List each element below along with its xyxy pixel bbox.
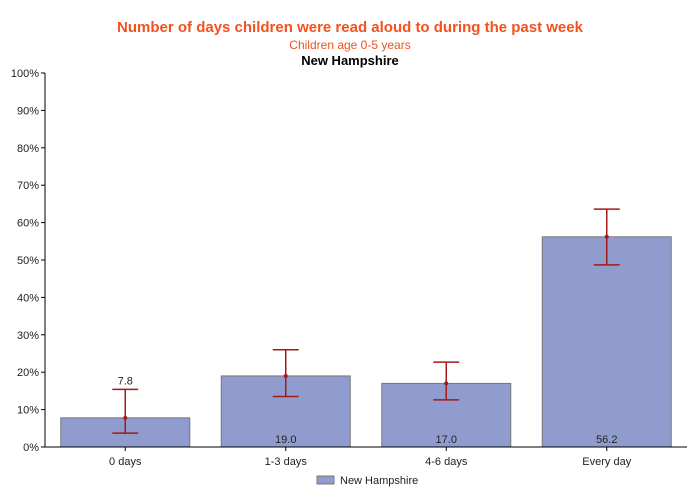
data-label: 19.0 bbox=[275, 434, 296, 446]
point-estimate bbox=[283, 373, 288, 378]
bar-every-day bbox=[541, 236, 672, 448]
x-tick-label: Every day bbox=[582, 456, 631, 468]
point-estimate bbox=[444, 381, 449, 386]
x-tick-label: 0 days bbox=[109, 456, 142, 468]
data-label: 7.8 bbox=[118, 375, 133, 387]
y-tick-label: 30% bbox=[17, 330, 39, 342]
chart-region: New Hampshire bbox=[301, 53, 399, 68]
y-tick-label: 0% bbox=[23, 442, 39, 454]
chart-title: Number of days children were read aloud … bbox=[117, 19, 583, 36]
data-label: 56.2 bbox=[596, 434, 617, 446]
y-tick-label: 40% bbox=[17, 292, 39, 304]
y-tick-label: 90% bbox=[17, 105, 39, 117]
y-tick-label: 60% bbox=[17, 218, 39, 230]
point-estimate bbox=[604, 234, 609, 239]
y-tick-label: 20% bbox=[17, 367, 39, 379]
y-tick-label: 100% bbox=[11, 68, 39, 80]
y-tick-label: 80% bbox=[17, 143, 39, 155]
x-tick-label: 4-6 days bbox=[425, 456, 468, 468]
y-tick-label: 50% bbox=[17, 255, 39, 267]
y-tick-label: 10% bbox=[17, 405, 39, 417]
legend-swatch bbox=[316, 475, 335, 485]
point-estimate bbox=[123, 415, 128, 420]
y-tick-label: 70% bbox=[17, 180, 39, 192]
chart-subtitle: Children age 0-5 years bbox=[289, 38, 411, 52]
legend-label: New Hampshire bbox=[340, 475, 418, 487]
x-tick-label: 1-3 days bbox=[265, 456, 308, 468]
data-label: 17.0 bbox=[436, 434, 457, 446]
